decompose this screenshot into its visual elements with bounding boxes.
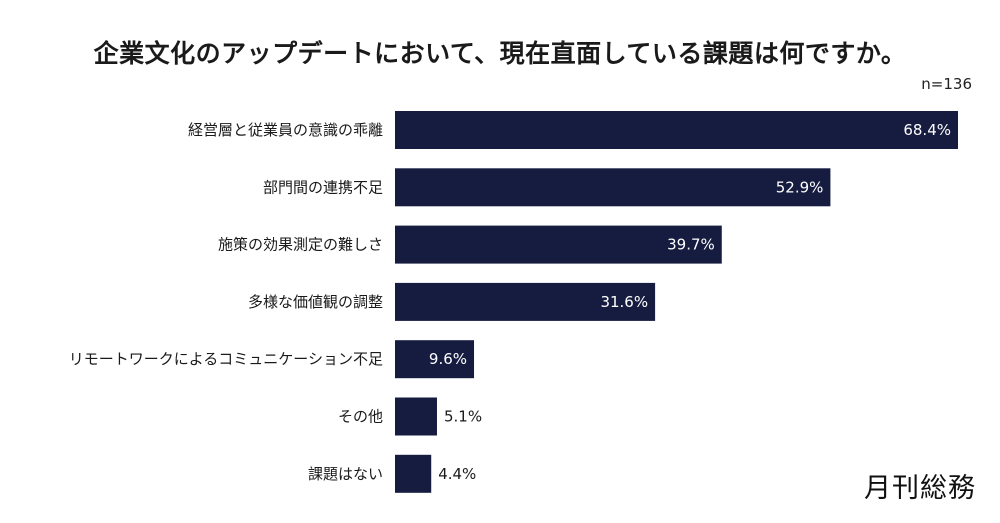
category-label-0: 経営層と従業員の意識の乖離 bbox=[188, 121, 383, 139]
category-label-3: 多様な価値観の調整 bbox=[248, 293, 383, 311]
bar-5 bbox=[395, 397, 437, 436]
value-label-3: 31.6% bbox=[600, 293, 648, 311]
category-label-1: 部門間の連携不足 bbox=[263, 178, 383, 196]
category-label-5: その他 bbox=[338, 408, 383, 426]
value-label-1: 52.9% bbox=[776, 178, 824, 196]
category-label-4: リモートワークによるコミュニケーション不足 bbox=[69, 350, 383, 368]
category-label-2: 施策の効果測定の難しさ bbox=[218, 236, 383, 254]
category-label-6: 課題はない bbox=[308, 465, 383, 483]
chart-title: 企業文化のアップデートにおいて、現在直面している課題は何ですか。 bbox=[93, 39, 907, 68]
value-label-5: 5.1% bbox=[444, 408, 482, 426]
value-label-0: 68.4% bbox=[903, 121, 951, 139]
bar-3 bbox=[395, 282, 656, 321]
sample-size-label: n=136 bbox=[921, 75, 972, 93]
bar-0 bbox=[395, 111, 958, 149]
value-label-6: 4.4% bbox=[438, 465, 476, 483]
brand-logo: 月刊総務 bbox=[864, 473, 976, 504]
bar-4 bbox=[395, 340, 475, 379]
bar-1 bbox=[395, 168, 831, 207]
bar-6 bbox=[395, 454, 432, 493]
value-label-4: 9.6% bbox=[429, 350, 467, 368]
value-label-2: 39.7% bbox=[667, 236, 715, 254]
bar-2 bbox=[395, 225, 722, 264]
